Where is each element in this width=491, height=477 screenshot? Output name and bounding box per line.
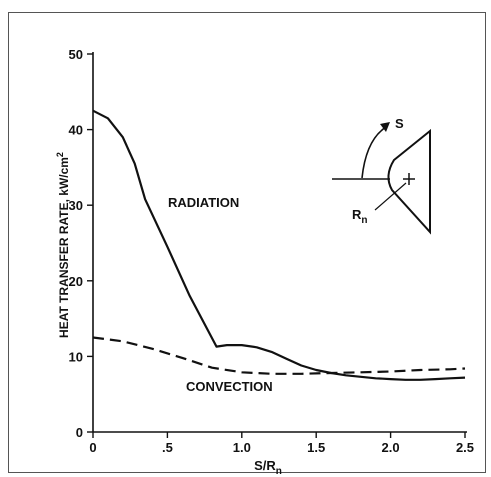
inset-radius-line [374,182,407,211]
inset-s-label: S [395,116,404,131]
x-tick-label: 2.0 [382,440,400,455]
x-tick-label: 2.5 [456,440,474,455]
x-axis-title-subscript: n [276,466,282,477]
axes [92,52,467,433]
inset-r-subscript: n [361,215,367,226]
y-tick-label: 10 [69,349,83,364]
y-axis-title-superscript: 2 [55,152,65,157]
x-tick-label: 1.0 [233,440,251,455]
inset-body-outline [387,128,431,235]
series-group [92,109,466,381]
series-line-convection [92,336,466,375]
series-line-radiation [92,109,466,381]
y-tick-label: 40 [69,123,83,138]
x-tick-label: 1.5 [307,440,325,455]
nose-diagram-inset: S Rn [332,116,431,235]
y-axis-title: HEAT TRANSFER RATE, kW/cm2 [55,152,71,338]
x-axis-title: S/Rn [254,458,282,477]
inset-s-arrow [361,126,387,179]
radiation-label: RADIATION [168,195,239,210]
x-tick-label: .5 [162,440,173,455]
y-tick-label: 20 [69,274,83,289]
inset-r-label: Rn [352,207,368,226]
y-tick-label: 50 [69,47,83,62]
convection-label: CONVECTION [186,379,273,394]
chart-frame [8,12,486,473]
x-tick-label: 0 [89,440,96,455]
ticks: 0 .5 1.0 1.5 2.0 2.5 0 10 20 30 40 50 [69,47,475,455]
y-tick-label: 0 [76,425,83,440]
y-tick-label: 30 [69,198,83,213]
inset-s-arrowhead [380,122,390,132]
